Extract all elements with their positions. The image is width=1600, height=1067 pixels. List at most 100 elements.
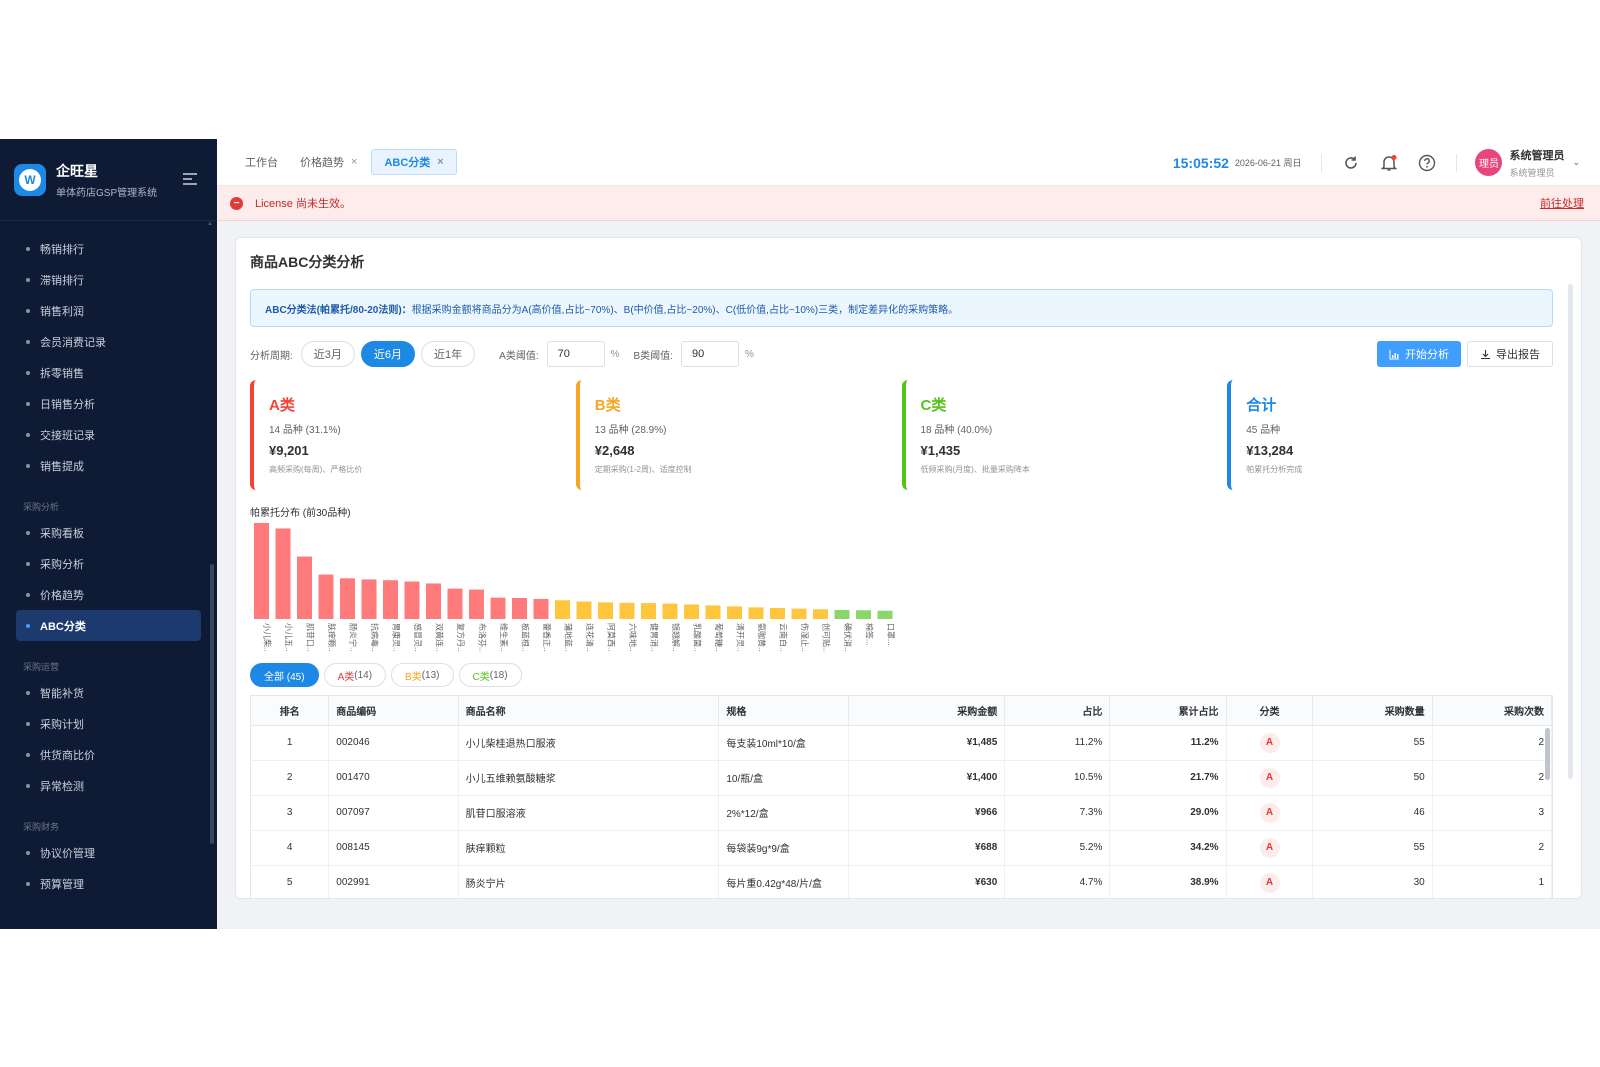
sidebar-item[interactable]: 采购计划 — [0, 708, 217, 739]
pareto-bar[interactable] — [576, 601, 592, 619]
class-filter-button[interactable]: A类 (14) — [323, 663, 387, 687]
pareto-bar[interactable] — [877, 610, 893, 619]
pareto-bar[interactable] — [791, 608, 807, 619]
column-header[interactable]: 采购数量 — [1312, 696, 1433, 726]
class-filter-button[interactable]: B类 (13) — [391, 663, 454, 687]
column-header[interactable]: 规格 — [718, 696, 849, 726]
bullet-icon — [26, 592, 30, 597]
column-header[interactable]: 采购次数 — [1432, 696, 1553, 726]
refresh-icon[interactable] — [1342, 154, 1360, 172]
table-row[interactable]: 4 008145 肤痒颗粒 每袋装9g*9/盒 ¥688 5.2% 34.2% A 55 2 — [251, 830, 1553, 866]
sidebar-item[interactable]: 会员消费记录 — [0, 326, 217, 357]
sidebar-item[interactable]: ABC分类 — [16, 610, 201, 641]
alert-action-link[interactable]: 前往处理 — [1540, 198, 1584, 210]
pareto-bar[interactable] — [834, 609, 850, 619]
sidebar-item[interactable]: 采购分析 — [0, 548, 217, 579]
sidebar-scrollbar[interactable] — [210, 564, 214, 844]
sidebar-item[interactable]: 销售利润 — [0, 295, 217, 326]
pareto-bar[interactable] — [662, 603, 678, 619]
pareto-bar[interactable] — [641, 603, 656, 619]
pareto-bar[interactable] — [748, 607, 764, 619]
pareto-bar[interactable] — [318, 574, 334, 619]
column-header[interactable]: 商品名称 — [458, 696, 720, 726]
pareto-bar[interactable] — [555, 600, 570, 619]
avatar[interactable]: 理员 — [1475, 149, 1503, 176]
pareto-bar[interactable] — [598, 602, 613, 619]
sidebar-item[interactable]: 异常检测 — [0, 770, 217, 801]
pareto-bar[interactable] — [770, 608, 785, 619]
sidebar-item[interactable]: 预算管理 — [0, 868, 217, 899]
pareto-bar[interactable] — [705, 605, 721, 619]
period-selector: 近3月 近6月 近1年 — [300, 341, 481, 367]
sidebar-item[interactable]: 智能补货 — [0, 677, 217, 708]
pareto-bar[interactable] — [512, 597, 527, 619]
scroll-up-arrow-icon[interactable]: ▲ — [207, 221, 213, 227]
pareto-bar[interactable] — [469, 589, 484, 619]
sidebar-item[interactable]: 供货商比价 — [0, 739, 217, 770]
export-report-button[interactable]: 导出报告 — [1467, 341, 1553, 367]
pareto-bar[interactable] — [533, 598, 549, 619]
sidebar-item-label: 价格趋势 — [40, 589, 84, 602]
tab[interactable]: ABC分类 × — [371, 149, 457, 175]
collapse-menu-icon[interactable] — [183, 173, 197, 185]
sidebar-item[interactable]: 畅销排行 — [0, 233, 217, 264]
sidebar-item-label: 智能补货 — [40, 687, 84, 700]
column-header[interactable]: 商品编码 — [328, 696, 459, 726]
pareto-bar[interactable] — [619, 602, 635, 619]
pareto-bar[interactable] — [340, 578, 355, 619]
close-icon[interactable]: × — [351, 156, 358, 168]
table-row[interactable]: 1 002046 小儿柴桂退热口服液 每支装10ml*10/盒 ¥1,485 11.2% 1… — [251, 725, 1553, 761]
pareto-bar[interactable] — [447, 588, 463, 619]
pareto-bar[interactable] — [684, 604, 699, 619]
pareto-bar[interactable] — [383, 580, 398, 619]
b-threshold-input[interactable]: 90 — [680, 341, 739, 367]
card-scrollbar[interactable] — [1568, 284, 1573, 779]
help-icon[interactable] — [1418, 154, 1436, 172]
table-row[interactable]: 2 001470 小儿五维赖氨酸糖浆 10/瓶/盒 ¥1,400 10.5% 21.7% A 5… — [251, 760, 1553, 796]
tab[interactable]: 价格趋势 × — [292, 149, 365, 175]
pareto-bar[interactable] — [426, 583, 441, 619]
pareto-bar[interactable] — [254, 523, 269, 619]
column-header[interactable]: 占比 — [1004, 696, 1111, 726]
sidebar-item[interactable]: 价格趋势 — [0, 579, 217, 610]
class-filter-button[interactable]: 全部 (45) — [250, 663, 319, 687]
a-threshold-input[interactable]: 70 — [546, 341, 605, 367]
table-row[interactable]: 3 007097 肌苷口服溶液 2%*12/盒 ¥966 7.3% 29.0% A 46 3 — [251, 795, 1553, 831]
sidebar-item[interactable]: 销售提成 — [0, 450, 217, 481]
start-analysis-button[interactable]: 开始分析 — [1377, 341, 1461, 367]
pareto-bar[interactable] — [490, 597, 506, 619]
percent-unit: % — [610, 348, 620, 360]
chevron-down-icon[interactable]: ⌄ — [1572, 157, 1580, 167]
table-cell: 1 — [251, 725, 330, 761]
class-filter-button[interactable]: C类 (18) — [458, 663, 522, 687]
column-header[interactable]: 累计占比 — [1109, 696, 1227, 726]
pareto-bar[interactable] — [275, 528, 291, 619]
tab[interactable]: 工作台 — [237, 149, 286, 175]
bell-icon[interactable] — [1380, 154, 1398, 172]
table-row[interactable]: 5 002991 肠炎宁片 每片重0.42g*48/片/盒 ¥630 4.7% 38.9% A… — [251, 865, 1553, 898]
pareto-tick-label: 布洛芬... — [478, 623, 488, 651]
sidebar-item-label: 滞销排行 — [40, 274, 84, 287]
sidebar-item[interactable]: 协议价管理 — [0, 837, 217, 868]
period-option[interactable]: 近3月 — [300, 341, 355, 367]
period-option[interactable]: 近6月 — [360, 341, 416, 367]
sidebar-item[interactable]: 拆零销售 — [0, 357, 217, 388]
column-header[interactable]: 分类 — [1226, 696, 1314, 726]
table-scrollbar[interactable] — [1545, 728, 1550, 780]
sidebar-item[interactable]: 交接班记录 — [0, 419, 217, 450]
sidebar-item[interactable]: 滞销排行 — [0, 264, 217, 295]
pareto-bar[interactable] — [297, 556, 312, 619]
close-icon[interactable]: × — [437, 156, 444, 168]
user-menu[interactable]: 系统管理员 系统管理员 — [1509, 147, 1564, 179]
column-header[interactable]: 采购金额 — [848, 696, 1006, 726]
sidebar-item[interactable]: 日销售分析 — [0, 388, 217, 419]
pareto-bar[interactable] — [813, 609, 828, 619]
pareto-bar[interactable] — [856, 610, 871, 619]
pareto-bar[interactable] — [727, 606, 742, 619]
pareto-bar[interactable] — [361, 579, 377, 619]
period-option[interactable]: 近1年 — [421, 341, 476, 367]
pareto-bar[interactable] — [404, 581, 420, 619]
column-header[interactable]: 排名 — [251, 696, 330, 726]
bullet-icon — [26, 561, 30, 566]
sidebar-item[interactable]: 采购看板 — [0, 517, 217, 548]
